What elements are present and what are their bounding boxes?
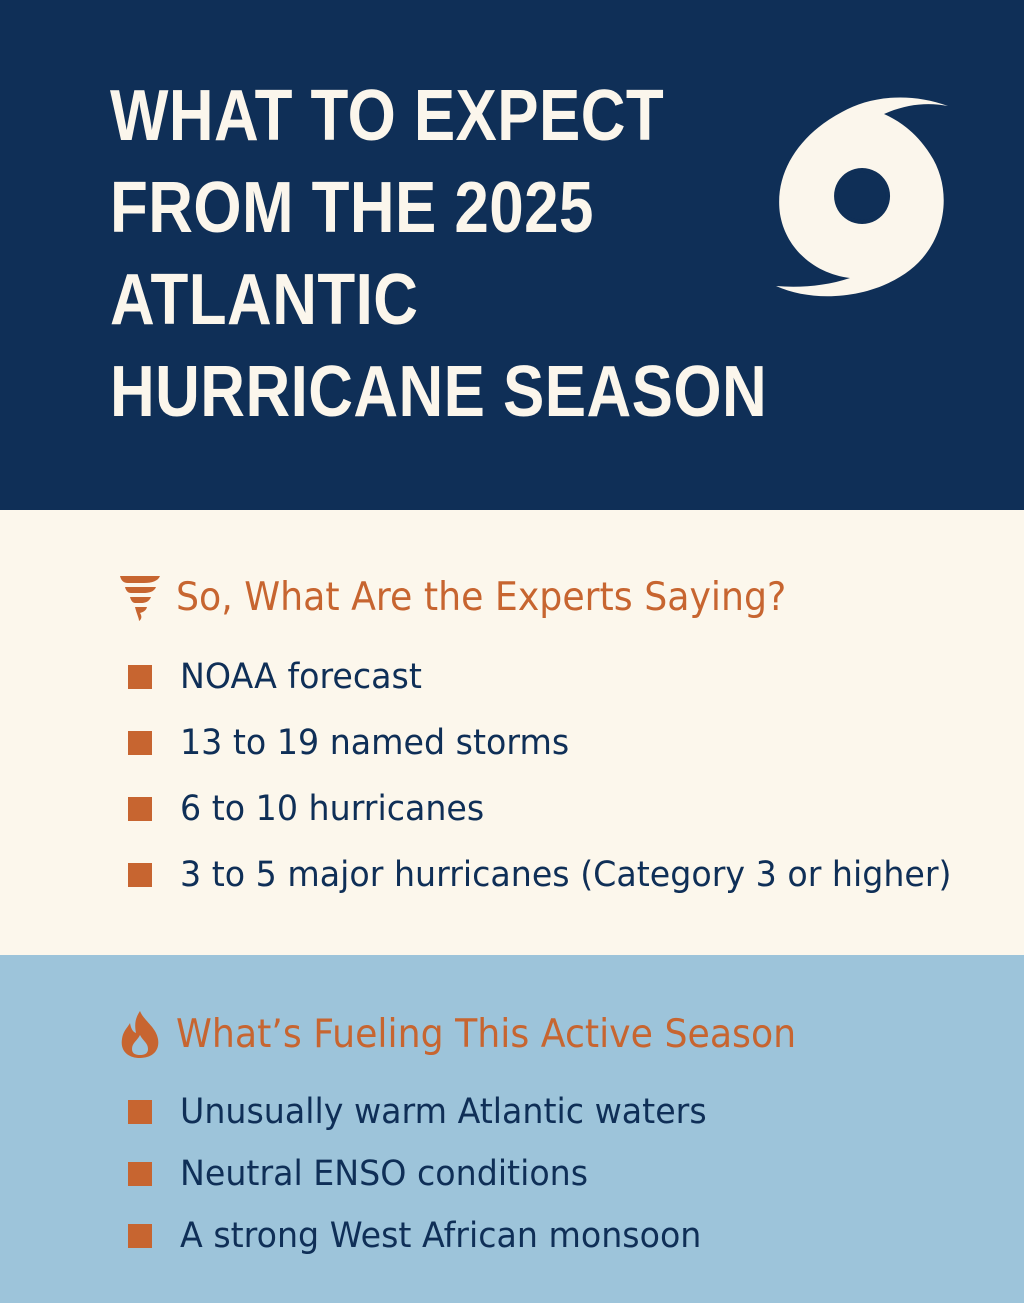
list-item: A strong West African monsoon (128, 1205, 734, 1267)
experts-list: NOAA forecast 13 to 19 named storms 6 to… (128, 644, 992, 908)
list-item-label: A strong West African monsoon (180, 1216, 702, 1256)
square-bullet-icon (128, 1162, 152, 1186)
square-bullet-icon (128, 863, 152, 887)
square-bullet-icon (128, 1100, 152, 1124)
list-item-label: 13 to 19 named storms (180, 723, 570, 763)
square-bullet-icon (128, 731, 152, 755)
list-item-label: NOAA forecast (180, 657, 422, 697)
list-item: 13 to 19 named storms (128, 710, 992, 776)
list-item-label: 6 to 10 hurricanes (180, 789, 485, 829)
list-item: Unusually warm Atlantic waters (128, 1081, 734, 1143)
fuel-heading-text: What’s Fueling This Active Season (176, 1011, 797, 1057)
title-line-2: FROM THE 2025 (110, 168, 594, 248)
page-title: WHAT TO EXPECT FROM THE 2025 ATLANTIC HU… (110, 70, 768, 438)
square-bullet-icon (128, 797, 152, 821)
title-line-4: HURRICANE SEASON (110, 352, 768, 432)
fuel-list: Unusually warm Atlantic waters Neutral E… (128, 1081, 734, 1267)
title-line-3: ATLANTIC (110, 260, 419, 340)
fuel-section: What’s Fueling This Active Season Unusua… (0, 955, 1024, 1303)
list-item-label: 3 to 5 major hurricanes (Category 3 or h… (180, 855, 952, 895)
square-bullet-icon (128, 1224, 152, 1248)
square-bullet-icon (128, 665, 152, 689)
fuel-heading: What’s Fueling This Active Season (118, 1009, 843, 1059)
experts-heading-text: So, What Are the Experts Saying? (176, 574, 787, 620)
list-item: NOAA forecast (128, 644, 992, 710)
header-banner: WHAT TO EXPECT FROM THE 2025 ATLANTIC HU… (0, 0, 1024, 510)
list-item: Neutral ENSO conditions (128, 1143, 734, 1205)
title-line-1: WHAT TO EXPECT (110, 76, 665, 156)
experts-heading: So, What Are the Experts Saying? (118, 572, 832, 622)
list-item-label: Neutral ENSO conditions (180, 1154, 589, 1194)
list-item: 6 to 10 hurricanes (128, 776, 992, 842)
experts-section: So, What Are the Experts Saying? NOAA fo… (0, 510, 1024, 955)
flame-icon (121, 1011, 159, 1058)
list-item-label: Unusually warm Atlantic waters (180, 1092, 707, 1132)
list-item: 3 to 5 major hurricanes (Category 3 or h… (128, 842, 992, 908)
hurricane-symbol-icon (776, 97, 948, 297)
tornado-icon (120, 576, 160, 621)
